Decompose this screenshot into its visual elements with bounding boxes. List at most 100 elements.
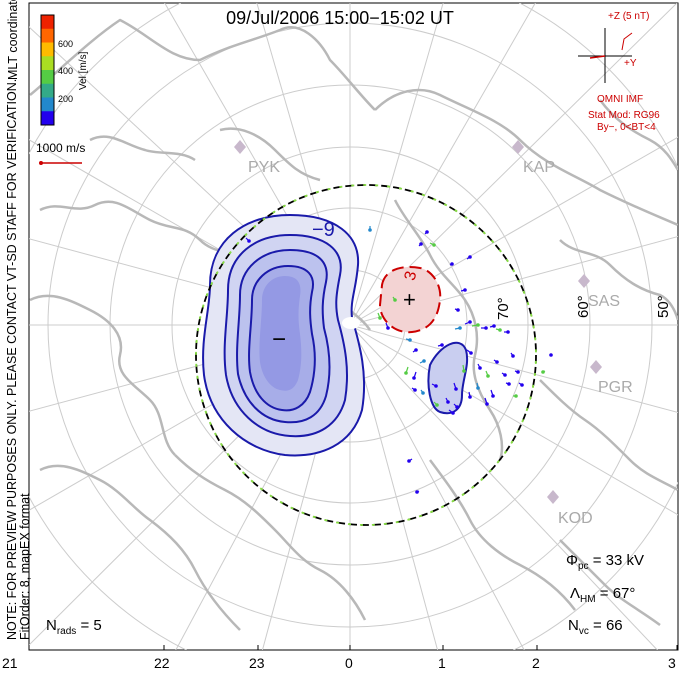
colorbar-tick-200: 200 bbox=[58, 94, 73, 104]
pos-contour-label: 3 bbox=[402, 269, 421, 282]
station-marker-pgr bbox=[590, 360, 602, 374]
colorbar-tick-600: 600 bbox=[58, 39, 73, 49]
velocity-vector bbox=[411, 387, 416, 391]
colorbar-segment bbox=[41, 97, 54, 112]
velocity-vector bbox=[514, 370, 519, 373]
plot-frame bbox=[28, 2, 679, 651]
velocity-vector bbox=[464, 321, 471, 325]
velocity-vector bbox=[408, 458, 413, 462]
velocity-vector bbox=[510, 352, 514, 357]
colorbar-segment bbox=[41, 28, 54, 43]
secondary-negative-cell bbox=[427, 341, 469, 415]
velocity-vector bbox=[431, 383, 437, 387]
potential-max-marker: + bbox=[403, 287, 416, 312]
nrads-subscript: rads bbox=[56, 626, 77, 637]
velocity-vector bbox=[460, 289, 466, 292]
station-label-kap: KAP bbox=[523, 159, 555, 176]
velocity-vector bbox=[377, 312, 381, 319]
hm-boundary-green bbox=[195, 184, 537, 526]
map-title: 09/Jul/2006 15:00−15:02 UT bbox=[226, 8, 454, 28]
colorbar-label: Vel [m/s] bbox=[78, 51, 89, 90]
nvc-subscript: vc bbox=[578, 626, 589, 637]
velocity-vector bbox=[476, 382, 479, 389]
cross-polar-potential: Φpc = 33 kV bbox=[566, 552, 644, 572]
velocity-vector bbox=[471, 324, 479, 327]
velocity-vector bbox=[449, 263, 453, 266]
lambda-value: = 67° bbox=[599, 585, 636, 602]
imf-source: OMNI IMF bbox=[597, 94, 644, 105]
velocity-vectors bbox=[245, 226, 553, 494]
velocity-vector bbox=[413, 371, 417, 379]
mlt-label-22: 22 bbox=[154, 655, 170, 671]
station-label-kod: KOD bbox=[558, 510, 593, 527]
hm-boundary-black bbox=[195, 184, 537, 526]
colorbar-segment bbox=[41, 56, 54, 71]
velocity-vector bbox=[468, 391, 471, 398]
preview-note: NOTE: FOR PREVIEW PURPOSES ONLY. PLEASE … bbox=[5, 0, 32, 640]
velocity-vector bbox=[433, 401, 438, 406]
mlt-label-1: 1 bbox=[438, 655, 446, 671]
phi-subscript: pc bbox=[577, 561, 589, 572]
velocity-vector bbox=[505, 382, 510, 385]
nvc-symbol: N bbox=[568, 617, 579, 634]
velocity-vector bbox=[550, 353, 553, 356]
station-marker-kap bbox=[512, 140, 524, 154]
phi-symbol: Φ bbox=[566, 552, 578, 569]
velocity-vector bbox=[542, 370, 546, 373]
station-marker-kod bbox=[547, 490, 559, 504]
hm-latitude: ΛHM = 67° bbox=[570, 585, 635, 605]
velocity-vector bbox=[493, 359, 498, 363]
colorbar-frame bbox=[40, 14, 55, 126]
positive-potential-cell: 3 + bbox=[378, 266, 442, 334]
velocity-vector bbox=[416, 490, 420, 493]
station-label-pyk: PYK bbox=[248, 159, 280, 176]
negative-potential-cell: −9 − bbox=[202, 213, 366, 457]
vector-count: Nvc = 66 bbox=[568, 617, 623, 637]
mlt-label-3: 3 bbox=[668, 655, 676, 671]
lat-label-70: 70° bbox=[495, 297, 512, 320]
velocity-vector bbox=[448, 409, 454, 414]
colorbar-segment bbox=[41, 83, 54, 98]
vector-scale-label: 1000 m/s bbox=[36, 141, 85, 155]
colorbar-segment bbox=[41, 42, 54, 57]
vector-scale: 1000 m/s bbox=[36, 141, 85, 165]
velocity-vector bbox=[419, 360, 425, 364]
station-marker-sas bbox=[578, 274, 590, 288]
imf-y-label: +Y bbox=[624, 58, 637, 69]
velocity-vector bbox=[501, 372, 506, 376]
colorbar-segment bbox=[41, 70, 54, 85]
lambda-symbol: Λ bbox=[570, 585, 581, 602]
velocity-vector bbox=[490, 389, 494, 397]
coastlines bbox=[29, 18, 678, 631]
station-markers bbox=[234, 140, 602, 504]
velocity-vector bbox=[489, 325, 495, 328]
mlt-label-21: 21 bbox=[2, 655, 18, 671]
velocity-vector bbox=[405, 338, 411, 341]
velocity-vector bbox=[462, 364, 465, 372]
station-label-pgr: PGR bbox=[598, 379, 633, 396]
pole-marker bbox=[342, 317, 360, 329]
nrads-value: = 5 bbox=[80, 617, 102, 634]
imf-dial bbox=[578, 28, 633, 83]
velocity-vector bbox=[484, 397, 488, 405]
station-marker-pyk bbox=[234, 140, 246, 154]
station-label-sas: SAS bbox=[588, 293, 620, 310]
velocity-vector bbox=[466, 256, 471, 260]
velocity-vector bbox=[385, 322, 389, 329]
velocity-vector bbox=[518, 382, 523, 386]
radar-count: Nrads = 5 bbox=[46, 617, 102, 637]
velocity-colorbar bbox=[40, 14, 55, 126]
velocity-vector bbox=[418, 243, 422, 247]
mlt-label-2: 2 bbox=[532, 655, 540, 671]
colorbar-segment bbox=[41, 111, 54, 126]
velocity-vector bbox=[495, 328, 501, 331]
mlt-axis-ticks bbox=[28, 645, 678, 650]
nrads-symbol: N bbox=[46, 617, 57, 634]
velocity-vector bbox=[437, 344, 443, 347]
velocity-vector bbox=[412, 349, 417, 353]
velocity-vector bbox=[392, 296, 396, 301]
velocity-vector bbox=[466, 349, 472, 354]
velocity-vector bbox=[453, 382, 457, 390]
imf-model: Stat Mod: RG96 bbox=[588, 110, 660, 121]
